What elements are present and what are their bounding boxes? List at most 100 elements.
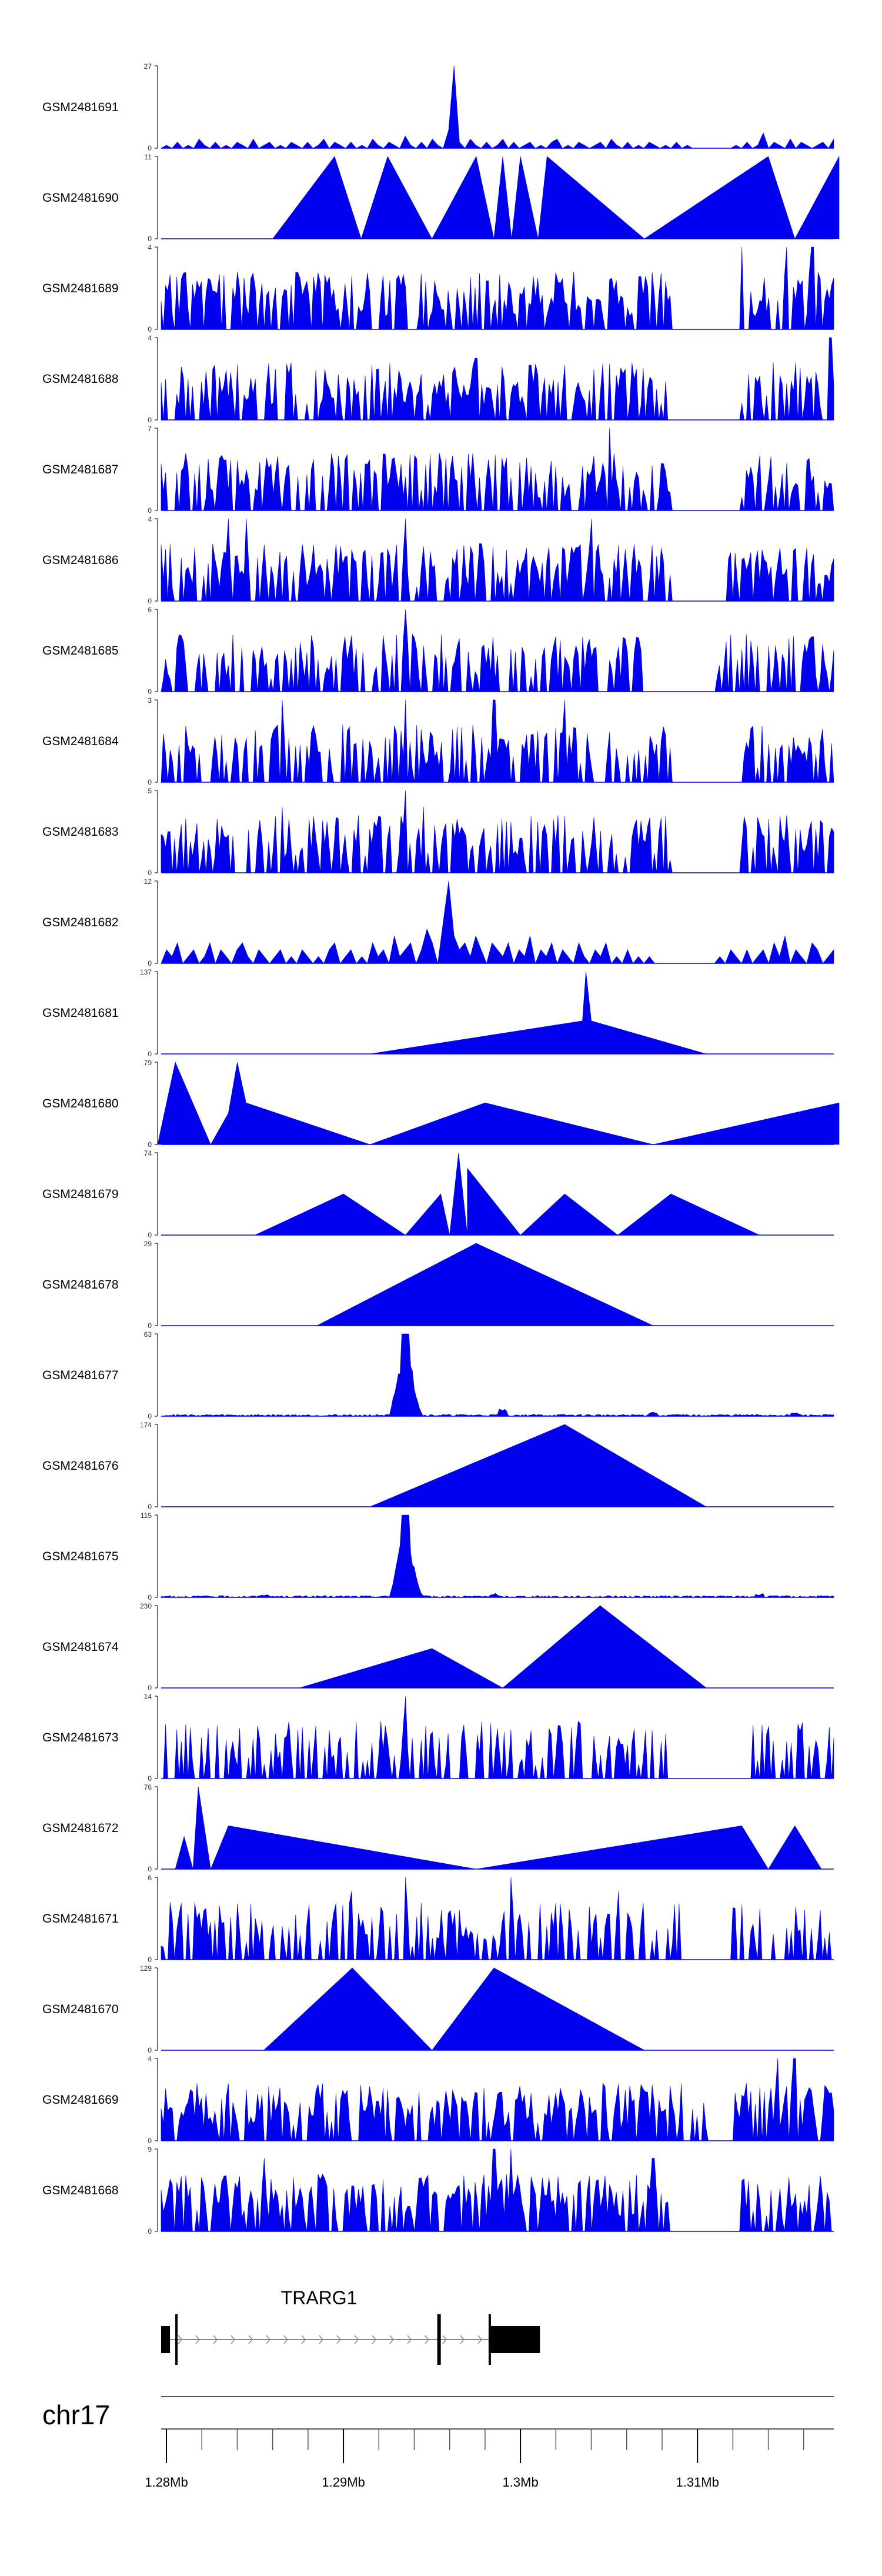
- track-label: GSM2481676: [42, 1459, 119, 1473]
- strand-arrow: [230, 2335, 235, 2344]
- track-label: GSM2481686: [42, 553, 119, 567]
- y-max-label: 6: [148, 606, 152, 614]
- track-GSM2481673: GSM2481673 14 0: [42, 1693, 834, 1783]
- signal-area: [370, 971, 707, 1055]
- y-min-label: 0: [148, 1774, 152, 1783]
- track-GSM2481677: GSM2481677 63 0: [42, 1330, 834, 1420]
- y-min-label: 0: [148, 1593, 152, 1601]
- track-GSM2481684: GSM2481684 3 0: [42, 696, 834, 786]
- track-GSM2481680: GSM2481680 79 0: [42, 1059, 840, 1149]
- y-min-label: 0: [148, 1140, 152, 1149]
- strand-arrow: [178, 2335, 182, 2344]
- y-min-label: 0: [148, 416, 152, 424]
- track-GSM2481675: GSM2481675 115 0: [42, 1511, 834, 1601]
- y-max-label: 12: [144, 877, 152, 886]
- y-min-label: 0: [148, 869, 152, 877]
- gene-exon: [161, 2326, 171, 2353]
- track-GSM2481688: GSM2481688 4 0: [42, 334, 834, 424]
- y-min-label: 0: [148, 959, 152, 967]
- signal-area: [160, 65, 834, 149]
- track-GSM2481681: GSM2481681 137 0: [42, 968, 834, 1058]
- signal-area: [161, 880, 834, 965]
- strand-arrow: [372, 2335, 376, 2344]
- strand-arrow: [477, 2335, 482, 2344]
- track-GSM2481682: GSM2481682 12 0: [42, 877, 834, 967]
- gene-exon: [437, 2314, 441, 2365]
- strand-arrow: [460, 2335, 465, 2344]
- strand-arrow: [407, 2335, 412, 2344]
- signal-area: [161, 790, 834, 873]
- y-max-label: 4: [148, 2055, 152, 2063]
- y-max-label: 9: [148, 2145, 152, 2154]
- y-max-label: 63: [144, 1330, 152, 1339]
- y-max-label: 115: [141, 1511, 152, 1520]
- y-min-label: 0: [148, 1865, 152, 1873]
- track-label: GSM2481680: [42, 1097, 119, 1110]
- signal-area: [161, 1696, 834, 1779]
- track-label: GSM2481684: [42, 735, 119, 748]
- y-max-label: 174: [140, 1421, 152, 1429]
- track-GSM2481687: GSM2481687 7 0: [42, 425, 834, 515]
- track-GSM2481671: GSM2481671 6 0: [42, 1874, 834, 1964]
- strand-arrow: [389, 2335, 394, 2344]
- track-GSM2481676: GSM2481676 174 0: [42, 1421, 834, 1511]
- signal-area: [316, 1243, 654, 1326]
- strand-arrow: [301, 2335, 306, 2344]
- track-label: GSM2481668: [42, 2184, 119, 2197]
- signal-area: [299, 1605, 707, 1689]
- strand-arrow: [442, 2335, 447, 2344]
- signal-area: [161, 337, 834, 421]
- track-label: GSM2481688: [42, 372, 119, 386]
- track-label: GSM2481669: [42, 2093, 119, 2107]
- track-label: GSM2481681: [42, 1006, 119, 1020]
- track-GSM2481685: GSM2481685 6 0: [42, 606, 834, 696]
- track-GSM2481679: GSM2481679 74 0: [42, 1149, 834, 1239]
- y-min-label: 0: [148, 2137, 152, 2145]
- track-label: GSM2481689: [42, 282, 119, 295]
- track-GSM2481686: GSM2481686 4 0: [42, 515, 834, 605]
- track-GSM2481678: GSM2481678 29 0: [42, 1240, 834, 1330]
- y-max-label: 6: [148, 1874, 152, 1882]
- y-max-label: 29: [144, 1240, 152, 1248]
- strand-arrow: [283, 2335, 288, 2344]
- y-min-label: 0: [148, 144, 152, 152]
- y-max-label: 4: [148, 334, 152, 342]
- signal-area: [161, 1333, 834, 1417]
- axis-tick-label: 1.28Mb: [145, 2475, 188, 2490]
- y-min-label: 0: [148, 506, 152, 515]
- axis-tick-label: 1.29Mb: [322, 2475, 365, 2490]
- y-max-label: 4: [148, 243, 152, 252]
- track-label: GSM2481675: [42, 1550, 119, 1563]
- signal-area: [161, 699, 834, 783]
- y-max-label: 74: [144, 1149, 152, 1157]
- y-max-label: 4: [148, 515, 152, 523]
- strand-arrow: [425, 2335, 429, 2344]
- chromosome-track: chr17: [42, 2396, 834, 2430]
- track-GSM2481691: GSM2481691 27 0: [42, 62, 834, 152]
- track-GSM2481674: GSM2481674 230 0: [42, 1602, 834, 1692]
- y-min-label: 0: [148, 688, 152, 696]
- gene-name-label: TRARG1: [281, 2287, 358, 2308]
- strand-arrow: [248, 2335, 253, 2344]
- y-min-label: 0: [148, 1684, 152, 1692]
- signal-area: [161, 1877, 834, 1960]
- y-max-label: 14: [144, 1693, 152, 1701]
- track-GSM2481683: GSM2481683 5 0: [42, 787, 834, 877]
- track-GSM2481690: GSM2481690 11 0: [42, 153, 840, 243]
- signal-area: [161, 246, 834, 330]
- y-min-label: 0: [148, 1503, 152, 1511]
- axis-tick-label: 1.31Mb: [676, 2475, 719, 2490]
- strand-arrow: [354, 2335, 359, 2344]
- track-label: GSM2481690: [42, 191, 119, 205]
- strand-arrow: [266, 2335, 270, 2344]
- track-label: GSM2481674: [42, 1640, 119, 1654]
- y-max-label: 129: [140, 1964, 152, 1973]
- y-min-label: 0: [148, 1412, 152, 1420]
- track-GSM2481670: GSM2481670 129 0: [42, 1964, 834, 2054]
- track-GSM2481669: GSM2481669 4 0: [42, 2055, 834, 2145]
- y-max-label: 3: [148, 696, 152, 705]
- genomic-axis: 1.28Mb 1.29Mb 1.3Mb 1.31Mb: [145, 2429, 804, 2490]
- axis-tick-label: 1.3Mb: [503, 2475, 539, 2490]
- signal-area: [161, 1514, 834, 1598]
- track-GSM2481672: GSM2481672 76 0: [42, 1783, 834, 1873]
